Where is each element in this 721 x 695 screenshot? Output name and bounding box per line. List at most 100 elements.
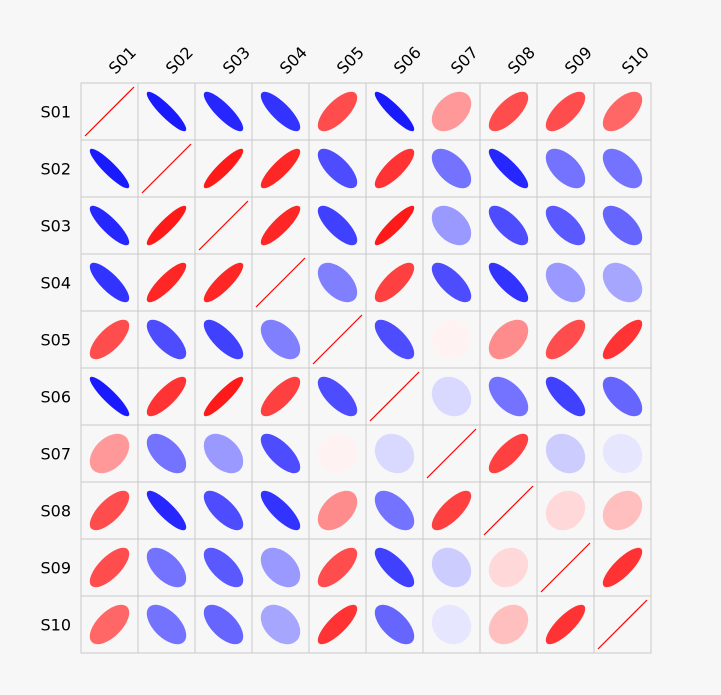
cell-S09-S05 (308, 538, 367, 597)
correlation-ellipse (488, 205, 529, 246)
correlation-ellipse (602, 319, 643, 360)
correlation-ellipse (431, 205, 472, 246)
correlation-ellipse (374, 604, 415, 645)
cell-S10-S06 (365, 595, 424, 654)
cell-S07-S07 (422, 424, 481, 483)
correlation-ellipse (602, 547, 643, 588)
correlation-ellipse (374, 205, 415, 246)
correlation-ellipse (545, 319, 586, 360)
correlation-ellipse (146, 262, 187, 303)
cell-S01-S06 (365, 82, 424, 141)
cell-S04-S04 (251, 253, 310, 312)
cell-S07-S10 (593, 424, 652, 483)
correlation-ellipse (488, 604, 529, 645)
cell-S08-S06 (365, 481, 424, 540)
correlation-ellipse (488, 319, 529, 360)
cell-S02-S03 (194, 139, 253, 198)
correlation-ellipse (146, 604, 187, 645)
correlation-ellipse (545, 262, 586, 303)
cell-S09-S09 (536, 538, 595, 597)
correlation-ellipse (203, 376, 244, 417)
diagonal-line (141, 143, 192, 194)
cell-S07-S06 (365, 424, 424, 483)
y-tick-label: S10 (40, 616, 71, 635)
diagonal-line (597, 599, 648, 650)
cell-S10-S03 (194, 595, 253, 654)
cell-S01-S01 (80, 82, 139, 141)
cell-S06-S05 (308, 367, 367, 426)
correlation-ellipse (89, 547, 130, 588)
cell-S04-S06 (365, 253, 424, 312)
correlation-ellipse (602, 262, 643, 303)
correlation-ellipse (146, 205, 187, 246)
cell-S08-S07 (422, 481, 481, 540)
correlation-ellipse (203, 490, 244, 531)
cell-S08-S03 (194, 481, 253, 540)
cell-S05-S10 (593, 310, 652, 369)
y-tick-label: S03 (40, 217, 71, 236)
cell-S01-S09 (536, 82, 595, 141)
cell-S09-S01 (80, 538, 139, 597)
cell-S03-S05 (308, 196, 367, 255)
correlation-ellipse (431, 91, 472, 132)
correlation-ellipse (545, 433, 586, 474)
correlation-ellipse (89, 148, 130, 189)
correlation-ellipse (203, 319, 244, 360)
diagonal-line (540, 542, 591, 593)
correlation-ellipse (89, 433, 130, 474)
diagonal-line (369, 371, 420, 422)
cell-S08-S05 (308, 481, 367, 540)
cell-S03-S09 (536, 196, 595, 255)
correlation-ellipse (602, 91, 643, 132)
cell-S08-S04 (251, 481, 310, 540)
cell-S09-S08 (479, 538, 538, 597)
cell-S10-S08 (479, 595, 538, 654)
correlation-ellipse (545, 376, 586, 417)
correlation-ellipse (260, 205, 301, 246)
cell-S06-S07 (422, 367, 481, 426)
cell-S03-S01 (80, 196, 139, 255)
cell-S10-S01 (80, 595, 139, 654)
cell-S02-S02 (137, 139, 196, 198)
cell-S04-S08 (479, 253, 538, 312)
cell-S06-S09 (536, 367, 595, 426)
cell-S06-S01 (80, 367, 139, 426)
cell-S06-S03 (194, 367, 253, 426)
cell-S02-S01 (80, 139, 139, 198)
correlation-ellipse (431, 604, 472, 645)
cell-S07-S03 (194, 424, 253, 483)
y-tick-label: S04 (40, 274, 71, 293)
correlation-ellipse (431, 376, 472, 417)
correlation-ellipse (431, 490, 472, 531)
correlation-ellipse (488, 262, 529, 303)
correlation-ellipse (260, 148, 301, 189)
correlation-ellipse (260, 604, 301, 645)
correlation-ellipse (317, 205, 358, 246)
correlation-ellipse (146, 376, 187, 417)
correlation-ellipse (317, 91, 358, 132)
correlation-ellipse (89, 319, 130, 360)
cell-S09-S06 (365, 538, 424, 597)
cell-S01-S02 (137, 82, 196, 141)
cell-S03-S10 (593, 196, 652, 255)
correlation-ellipse (260, 376, 301, 417)
cell-S08-S08 (479, 481, 538, 540)
correlation-ellipse (431, 547, 472, 588)
diagonal-line (426, 428, 477, 479)
cell-S07-S05 (308, 424, 367, 483)
correlation-ellipse (488, 547, 529, 588)
correlation-ellipse (602, 376, 643, 417)
cell-S06-S10 (593, 367, 652, 426)
cell-S10-S05 (308, 595, 367, 654)
cell-S04-S07 (422, 253, 481, 312)
cell-S09-S07 (422, 538, 481, 597)
correlation-ellipse (488, 148, 529, 189)
cell-S02-S05 (308, 139, 367, 198)
correlation-ellipse (545, 604, 586, 645)
cell-S03-S04 (251, 196, 310, 255)
correlation-ellipse (374, 319, 415, 360)
cell-S04-S09 (536, 253, 595, 312)
cell-S09-S04 (251, 538, 310, 597)
cell-S02-S04 (251, 139, 310, 198)
